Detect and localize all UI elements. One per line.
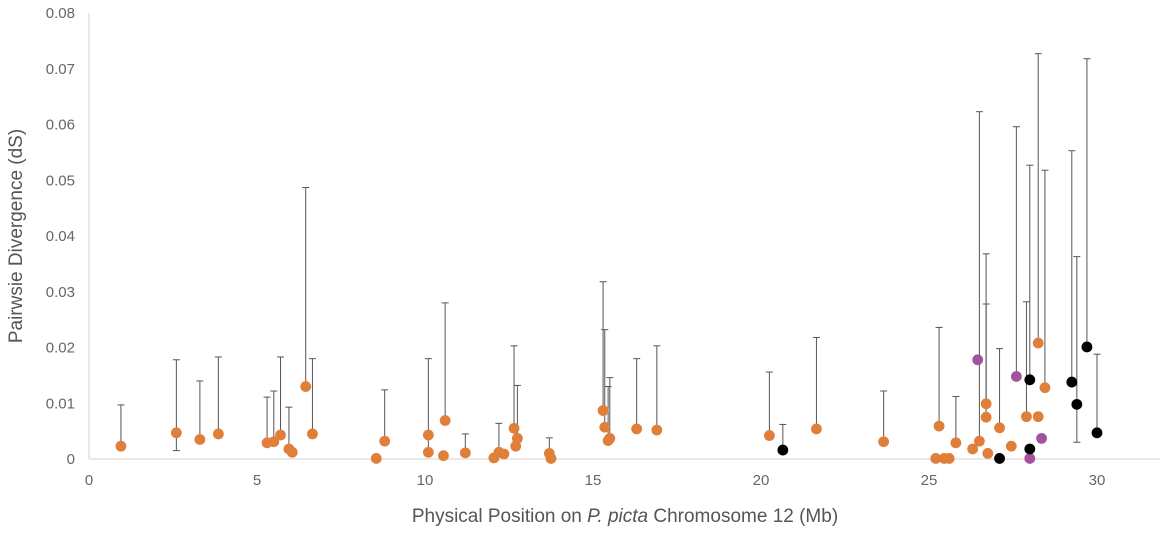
orange-data-point xyxy=(764,430,775,441)
x-tick-label: 20 xyxy=(753,472,770,489)
error-bars xyxy=(117,53,1101,454)
orange-data-point xyxy=(597,405,609,416)
orange-data-point xyxy=(379,435,391,447)
orange-data-point xyxy=(370,453,382,464)
y-tick-labels: 0 0.01 0.02 0.03 0.04 0.05 0.06 0.07 0.08 xyxy=(46,5,75,468)
orange-data-point xyxy=(422,429,434,441)
y-tick-label: 0.03 xyxy=(46,284,75,301)
purple-data-point xyxy=(1036,432,1047,444)
x-axis-title: Physical Position on P. picta Chromosome… xyxy=(412,506,838,527)
orange-data-point xyxy=(980,411,992,423)
y-tick-label: 0.01 xyxy=(46,395,75,412)
orange-data-point xyxy=(498,448,510,460)
black-data-point xyxy=(1066,376,1078,388)
purple-data-point xyxy=(1010,371,1022,382)
orange-data-point xyxy=(194,434,206,445)
x-tick-label: 0 xyxy=(85,472,93,489)
orange-data-point xyxy=(878,436,890,448)
black-data-point xyxy=(1024,374,1036,386)
orange-data-point xyxy=(545,453,557,464)
black-data-point xyxy=(1081,341,1093,353)
orange-data-point xyxy=(438,450,449,462)
orange-data-point xyxy=(967,443,979,455)
orange-data-point xyxy=(1032,337,1044,349)
orange-data-point xyxy=(1005,440,1017,452)
y-tick-label: 0.06 xyxy=(46,117,75,134)
orange-data-point xyxy=(982,448,994,459)
orange-data-point xyxy=(1032,411,1044,423)
x-tick-label: 5 xyxy=(253,472,261,489)
orange-data-point xyxy=(933,420,945,432)
orange-data-point xyxy=(115,440,127,452)
orange-data-point xyxy=(268,436,280,448)
orange-data-point xyxy=(275,429,286,441)
purple-data-point xyxy=(1024,453,1036,464)
orange-data-point xyxy=(974,435,985,447)
black-data-point xyxy=(1091,427,1103,439)
orange-data-point xyxy=(459,447,471,459)
black-data-point xyxy=(777,444,789,456)
orange-data-point xyxy=(994,422,1005,434)
purple-data-point xyxy=(972,354,984,366)
orange-data-point xyxy=(811,423,822,435)
orange-data-point xyxy=(439,415,451,426)
orange-data-point xyxy=(604,432,616,444)
y-tick-label: 0.07 xyxy=(46,61,75,78)
orange-data-point xyxy=(1021,411,1032,423)
black-data-point xyxy=(994,453,1005,464)
x-tick-label: 30 xyxy=(1089,472,1106,489)
y-tick-label: 0.05 xyxy=(46,172,75,189)
x-tick-labels: 0 5 10 15 20 25 30 xyxy=(85,472,1106,489)
orange-data-point xyxy=(512,432,523,444)
orange-data-point xyxy=(212,428,224,440)
orange-data-point xyxy=(599,421,611,433)
orange-data-point xyxy=(943,453,955,464)
x-tick-label: 10 xyxy=(417,472,434,489)
orange-data-point xyxy=(170,427,182,439)
x-tick-label: 15 xyxy=(585,472,602,489)
orange-data-point xyxy=(950,437,962,449)
orange-data-point xyxy=(980,398,992,410)
data-points xyxy=(115,337,1103,464)
orange-data-point xyxy=(286,446,298,458)
y-axis-title: Pairwsie Divergence (dS) xyxy=(6,129,27,343)
orange-data-point xyxy=(422,446,434,458)
y-tick-label: 0.08 xyxy=(46,5,75,22)
orange-data-point xyxy=(930,453,942,464)
y-tick-label: 0.04 xyxy=(46,228,75,245)
orange-data-point xyxy=(307,428,318,440)
orange-data-point xyxy=(1039,382,1051,394)
orange-data-point xyxy=(300,381,312,392)
x-tick-label: 25 xyxy=(921,472,938,489)
y-tick-label: 0.02 xyxy=(46,340,75,357)
black-data-point xyxy=(1071,398,1083,410)
y-tick-label: 0 xyxy=(67,451,75,468)
orange-data-point xyxy=(631,423,643,435)
orange-data-point xyxy=(508,422,520,434)
black-data-point xyxy=(1024,443,1036,455)
orange-data-point xyxy=(651,424,663,436)
